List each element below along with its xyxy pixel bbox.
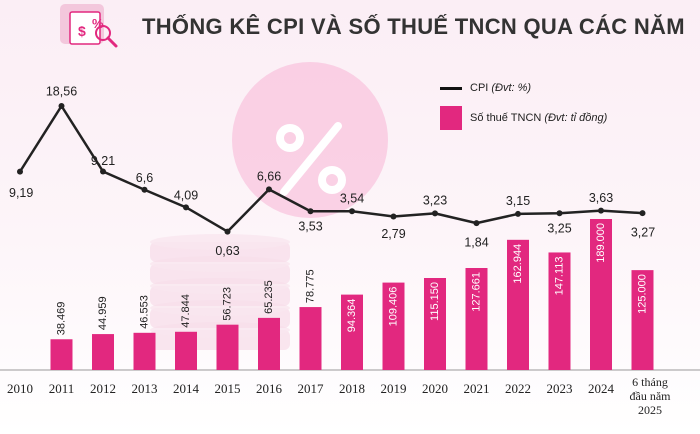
legend-tax-unit: (Đvt: tỉ đồng)	[544, 112, 608, 124]
legend-cpi-name: CPI	[470, 82, 489, 94]
bar-value-label: 127.661	[471, 272, 483, 312]
bar-tax-2020	[424, 278, 446, 370]
legend-swatch-cpi	[440, 86, 462, 90]
bar-tax-2021	[465, 268, 488, 370]
bar-value-label: 65.235	[263, 280, 275, 314]
cpi-value-label: 18,56	[46, 84, 77, 98]
cpi-point	[349, 208, 355, 215]
legend-swatch-tax	[440, 106, 462, 130]
cpi-point	[639, 210, 646, 217]
cpi-line	[18, 104, 643, 233]
bar-value-label: 109.406	[388, 287, 400, 327]
bar-tax-2011	[50, 339, 73, 370]
bar-value-label: 125.000	[637, 274, 649, 314]
x-tick-label: 2023	[547, 381, 573, 396]
bar-tax-2012	[92, 334, 114, 370]
bar-value-label: 38.469	[56, 302, 68, 336]
legend-item-cpi: CPI (Đvt: %)	[440, 82, 531, 94]
tax-document-icon: $%	[60, 4, 118, 48]
cpi-point	[556, 210, 563, 217]
x-tick-label: 2013	[132, 381, 158, 396]
x-tick-label: 6 tháng đầu năm 2025	[630, 375, 672, 417]
cpi-value-label: 3,63	[589, 191, 613, 205]
cpi-point	[266, 186, 272, 193]
cpi-point	[17, 168, 23, 175]
cpi-value-label: 3,54	[340, 192, 364, 206]
x-tick-label: 2011	[49, 381, 75, 396]
bar-tax-2013	[133, 332, 156, 370]
chart-title: THỐNG KÊ CPI VÀ SỐ THUẾ TNCN QUA CÁC NĂM	[142, 14, 685, 39]
legend-item-tax: Số thuế TNCN (Đvt: tỉ đồng)	[440, 106, 607, 130]
cpi-value-label: 3,15	[506, 194, 530, 208]
bar-tax-2023	[548, 252, 571, 370]
bar-tax-2015	[216, 324, 239, 370]
cpi-point	[432, 210, 438, 217]
coin-stack-decoration	[150, 234, 290, 350]
cpi-point	[307, 208, 314, 215]
percent-bubble-shape	[232, 62, 388, 218]
cpi-point	[473, 220, 480, 227]
cpi-point	[515, 210, 521, 217]
cpi-value-label: 9,19	[9, 186, 33, 200]
bar-value-label: 147.113	[554, 256, 566, 295]
x-tick-label: 2010	[7, 381, 33, 396]
cpi-point	[224, 228, 231, 235]
cpi-point	[100, 168, 106, 175]
bar-tax-2019	[382, 282, 405, 370]
x-tick-label: 2017	[298, 381, 325, 396]
bar-tax-2017	[299, 307, 322, 370]
cpi-point	[58, 103, 65, 109]
cpi-value-label: 6,6	[136, 171, 153, 185]
background-decoration	[150, 62, 388, 350]
bar-value-label: 44.959	[97, 296, 109, 330]
x-tick-label: 2019	[381, 381, 407, 396]
bar-value-label: 46.553	[139, 295, 151, 329]
cpi-value-label: 1,84	[464, 235, 488, 249]
bar-value-label: 56.723	[222, 287, 234, 321]
cpi-value-label: 3,25	[547, 222, 571, 236]
cpi-point	[390, 213, 397, 220]
legend-cpi-unit: (Đvt: %)	[491, 82, 532, 94]
bar-value-label: 47.844	[180, 294, 192, 328]
cpi-value-label: 9,21	[91, 154, 115, 168]
x-tick-label: 2024	[588, 381, 615, 396]
legend-tax-name: Số thuế TNCN	[470, 112, 542, 124]
x-tick-label: 2022	[505, 381, 531, 396]
bar-value-label: 189.000	[595, 223, 607, 263]
cpi-value-label: 0,63	[215, 244, 239, 258]
cpi-value-label: 3,23	[423, 194, 447, 208]
x-tick-label: 2021	[464, 381, 490, 396]
cpi-value-label: 4,09	[174, 189, 198, 203]
bar-value-label: 162.944	[512, 244, 524, 284]
cpi-point	[183, 204, 189, 211]
bar-tax-2014	[175, 331, 197, 370]
bar-value-label: 78.775	[305, 269, 317, 303]
percent-icon	[276, 122, 346, 196]
bar-value-label: 94.364	[346, 299, 358, 333]
bar-value-label: 115.150	[429, 282, 441, 321]
x-tick-label: 2016	[256, 381, 283, 396]
x-tick-label: 2014	[173, 381, 200, 396]
cpi-value-label: 2,79	[381, 227, 405, 241]
x-tick-label: 2012	[90, 381, 116, 396]
cpi-point	[141, 186, 148, 193]
bar-tax-6-tháng-đầu-năm-2025	[631, 270, 654, 370]
cpi-point	[598, 207, 604, 214]
x-tick-label: 2020	[422, 381, 448, 396]
bar-tax-2018	[341, 294, 363, 370]
bar-tax-2022	[507, 239, 529, 370]
bar-tax-2024	[590, 219, 612, 370]
bar-tax-2016	[258, 317, 280, 370]
svg-text:$: $	[78, 23, 86, 39]
cpi-value-label: 3,53	[298, 220, 322, 234]
x-tick-label: 2015	[215, 381, 241, 396]
cpi-value-label: 3,27	[631, 225, 655, 239]
cpi-value-label: 6,66	[257, 170, 281, 184]
x-tick-label: 2018	[339, 381, 365, 396]
